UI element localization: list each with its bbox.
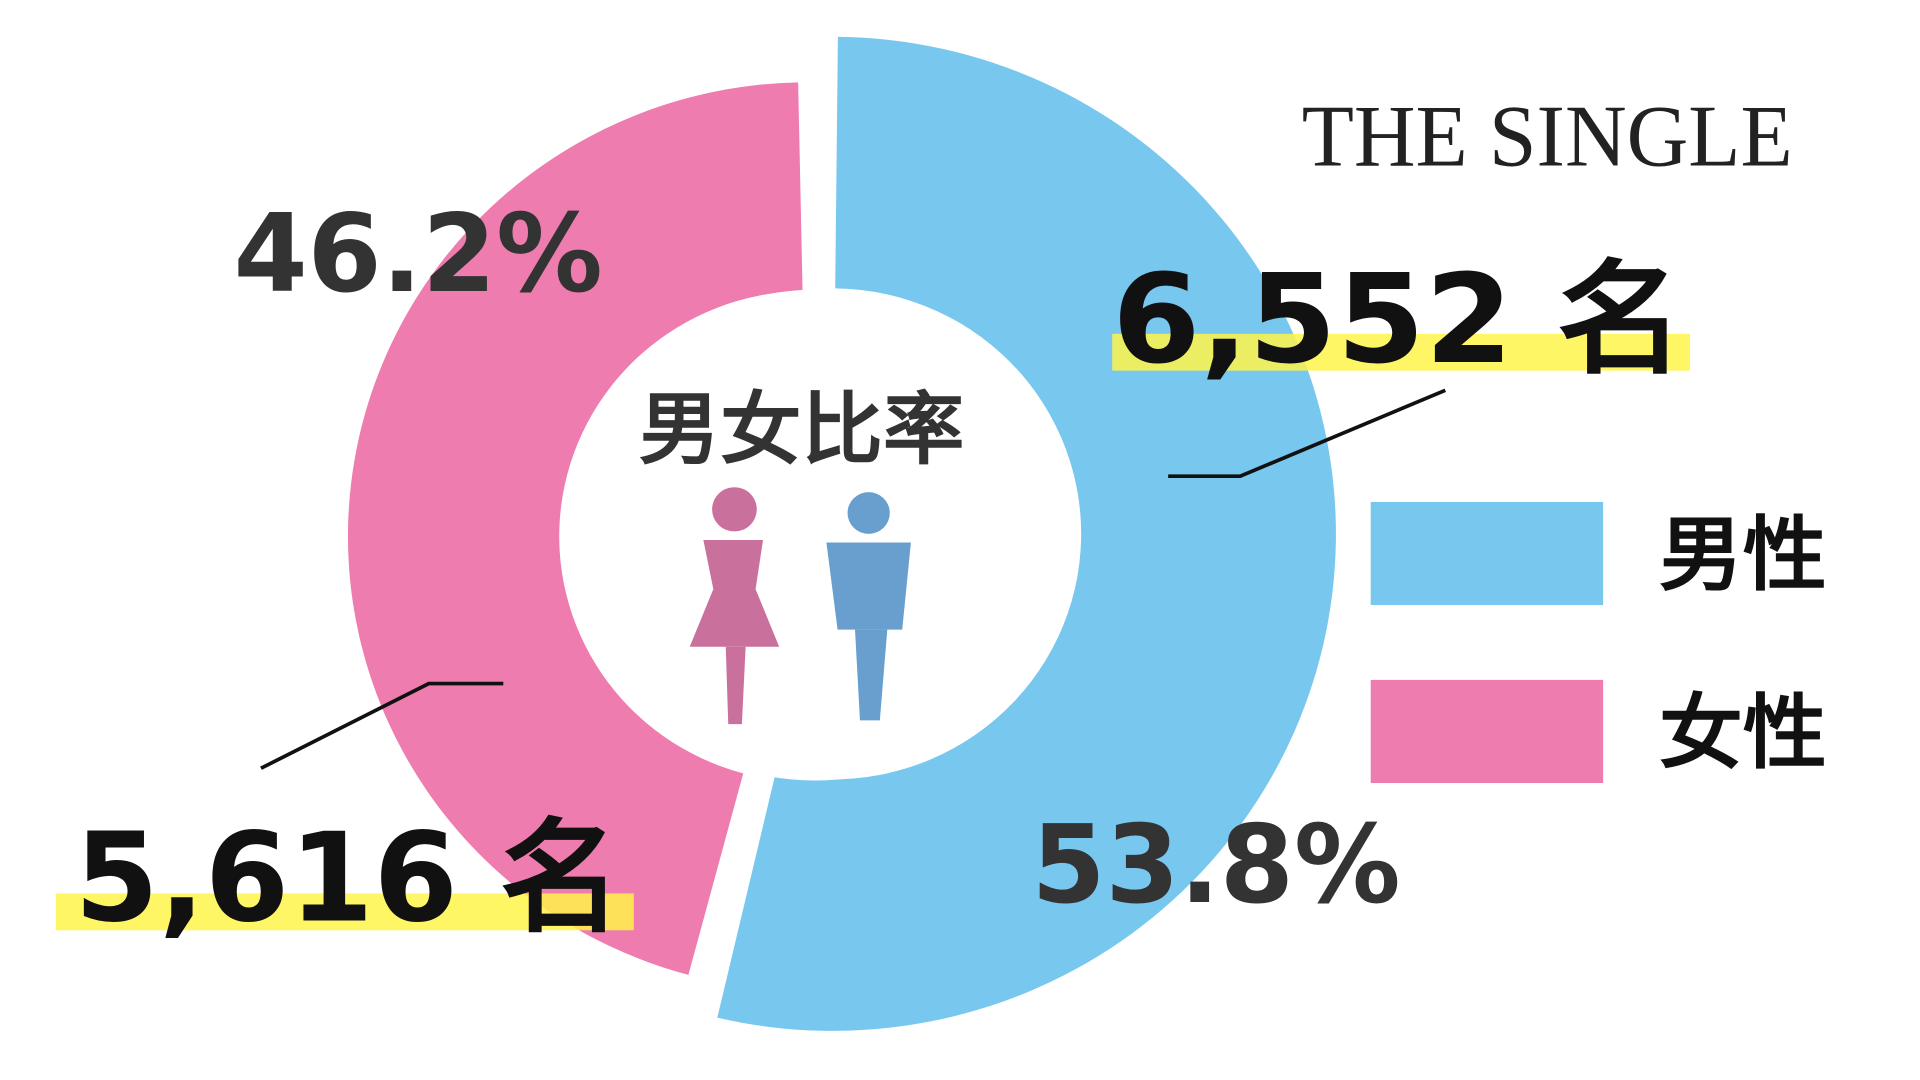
donut-hole [566,289,1064,781]
legend-label-male: 男性 [1659,508,1827,602]
female-count-label: 5,616 名 [75,807,622,950]
male-count-label: 6,552 名 [1112,249,1684,392]
female-leader-line [260,681,504,770]
brand-logo: THE SINGLE [1302,88,1793,185]
legend-swatch-female [1370,679,1604,783]
male-figure-icon [826,492,911,721]
female-count-highlight [55,893,634,931]
legend-swatch-male [1370,501,1604,606]
slice-male [717,36,1336,1031]
chart-title: 男女比率 [639,384,965,475]
female-percent-label: 46.2% [234,190,603,316]
legend-label-female: 女性 [1659,686,1827,780]
female-figure-icon [689,487,780,725]
male-leader-line [1168,388,1447,479]
slice-female [347,82,803,975]
male-count-highlight [1112,333,1691,371]
male-percent-label: 53.8% [1031,802,1400,928]
